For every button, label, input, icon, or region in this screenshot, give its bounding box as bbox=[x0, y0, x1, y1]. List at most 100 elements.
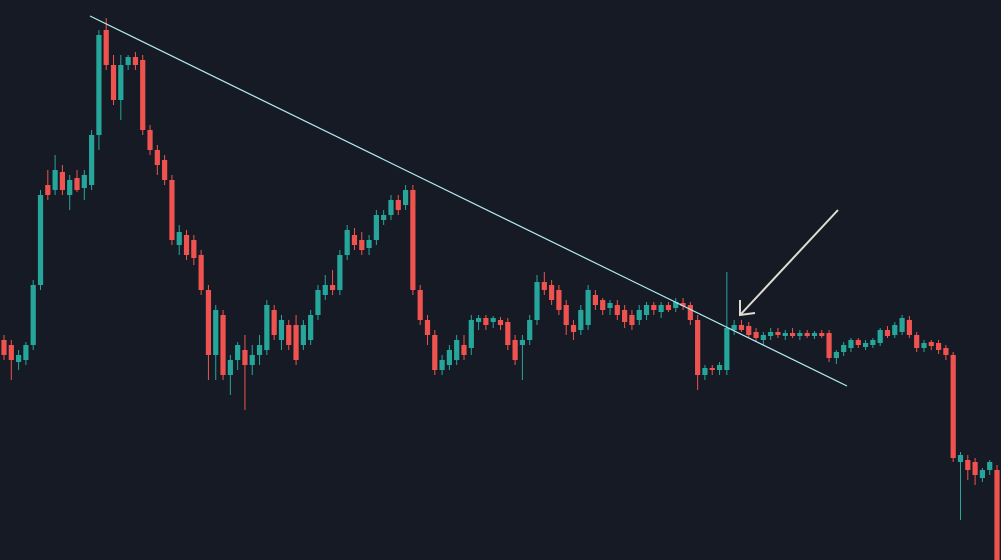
candle-body bbox=[439, 360, 445, 370]
candle-body bbox=[344, 230, 350, 255]
candle-body bbox=[753, 332, 759, 338]
candle-body bbox=[424, 320, 431, 335]
candle-body bbox=[235, 345, 241, 360]
candle-body bbox=[768, 332, 774, 336]
candle-body bbox=[541, 282, 547, 290]
candle-body bbox=[914, 335, 920, 348]
candle-body bbox=[673, 302, 679, 308]
candle-body bbox=[512, 340, 518, 360]
candle-body bbox=[1, 340, 7, 355]
candle-body bbox=[351, 235, 358, 245]
candle-body bbox=[89, 135, 95, 185]
candle-body bbox=[475, 318, 482, 322]
candle-body bbox=[308, 315, 314, 340]
candle-body bbox=[563, 305, 569, 325]
candle-body bbox=[337, 255, 343, 290]
candle-body bbox=[271, 310, 277, 335]
candle-body bbox=[140, 60, 146, 130]
candle-body bbox=[570, 325, 577, 332]
candle-body bbox=[658, 305, 664, 312]
candle-body bbox=[162, 160, 168, 180]
candle-body bbox=[585, 290, 591, 325]
candle-body bbox=[417, 290, 423, 320]
candle-body bbox=[300, 325, 306, 345]
candle-body bbox=[191, 240, 197, 258]
candles bbox=[1, 18, 1000, 560]
candle-body bbox=[381, 215, 387, 220]
candle-body bbox=[176, 232, 182, 245]
candle-body bbox=[264, 305, 270, 350]
candle-body bbox=[446, 350, 452, 365]
candle-body bbox=[636, 310, 642, 320]
candle-body bbox=[928, 342, 934, 346]
candle-body bbox=[935, 343, 942, 350]
candle-body bbox=[74, 178, 80, 190]
candle-body bbox=[278, 320, 285, 340]
candle-body bbox=[198, 255, 204, 290]
candle-body bbox=[826, 333, 832, 358]
candle-body bbox=[497, 320, 504, 325]
candle-body bbox=[855, 340, 861, 345]
candle-body bbox=[957, 455, 964, 462]
candle-body bbox=[505, 322, 511, 345]
candle-body bbox=[256, 345, 263, 355]
candle-body bbox=[622, 310, 628, 322]
candle-body bbox=[716, 365, 723, 370]
candle-body bbox=[651, 305, 657, 310]
candle-body bbox=[578, 310, 584, 330]
candle-body bbox=[242, 350, 248, 365]
candle-body bbox=[147, 130, 153, 150]
candle-body bbox=[23, 345, 29, 360]
candle-body bbox=[183, 235, 190, 255]
candle-body bbox=[220, 315, 226, 375]
candle-body bbox=[329, 285, 336, 290]
candle-body bbox=[96, 35, 102, 135]
candle-body bbox=[52, 170, 58, 190]
candle-body bbox=[746, 326, 752, 335]
candle-body bbox=[30, 285, 36, 345]
candle-body bbox=[731, 325, 737, 330]
candle-body bbox=[921, 343, 927, 348]
candle-body bbox=[892, 325, 898, 335]
candle-body bbox=[848, 340, 854, 348]
candle-body bbox=[600, 300, 606, 310]
candle-body bbox=[59, 172, 66, 190]
candle-body bbox=[943, 348, 949, 355]
candle-body bbox=[804, 333, 810, 336]
candle-body bbox=[432, 335, 438, 370]
candle-body bbox=[454, 340, 460, 360]
candle-body bbox=[709, 368, 715, 370]
candle-body bbox=[862, 343, 869, 347]
candle-body bbox=[293, 325, 299, 360]
candle-body bbox=[994, 470, 1000, 560]
candle-body bbox=[556, 290, 562, 310]
candle-body bbox=[8, 345, 14, 360]
candle-body bbox=[81, 175, 87, 188]
candle-body bbox=[775, 332, 781, 335]
candle-body bbox=[154, 150, 160, 165]
candle-body bbox=[950, 355, 956, 458]
candle-body bbox=[132, 57, 139, 65]
candle-body bbox=[607, 303, 613, 308]
candle-body bbox=[899, 318, 905, 332]
candle-body bbox=[819, 333, 825, 336]
candle-body bbox=[16, 355, 22, 362]
candle-body bbox=[702, 368, 708, 375]
candle-body bbox=[592, 295, 599, 305]
candle-body bbox=[782, 333, 788, 336]
candle-body bbox=[797, 333, 803, 336]
candle-body bbox=[483, 318, 489, 325]
candle-body bbox=[906, 320, 912, 335]
candle-body bbox=[549, 285, 555, 300]
candle-body bbox=[315, 290, 321, 315]
candle-body bbox=[227, 360, 233, 375]
candle-body bbox=[373, 215, 379, 240]
candle-body bbox=[366, 240, 372, 248]
candle-body bbox=[249, 355, 255, 365]
candle-body bbox=[519, 340, 526, 345]
candle-body bbox=[789, 333, 796, 336]
candle-body bbox=[359, 240, 365, 250]
candle-body bbox=[629, 315, 635, 325]
candle-body bbox=[680, 303, 686, 306]
